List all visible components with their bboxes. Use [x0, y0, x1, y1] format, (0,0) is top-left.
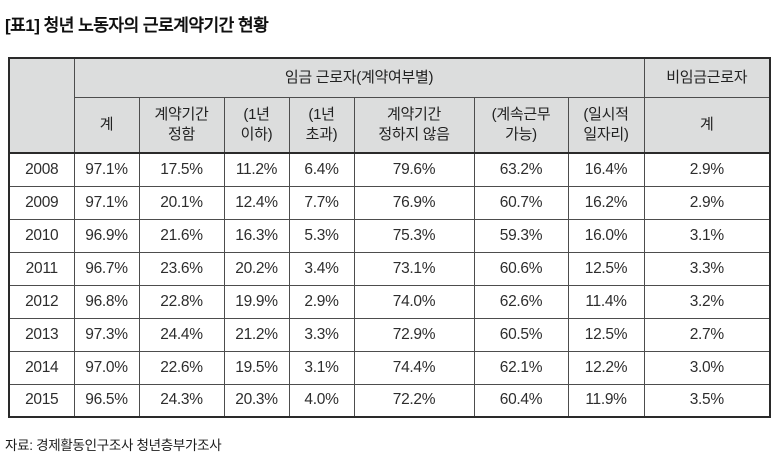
value-cell: 72.9% [353, 317, 475, 352]
table-row-2011: 2011 96.7% 23.6% 20.2% 3.4% 73.1% 60.6% … [8, 251, 771, 286]
value-cell: 20.2% [223, 251, 290, 286]
table-row-2009: 2009 97.1% 20.1% 12.4% 7.7% 76.9% 60.7% … [8, 185, 771, 220]
contract-period-table: 임금 근로자(계약여부별) 비임금근로자 계 계약기간 정함 (1년 이하) (… [8, 57, 772, 418]
corner-header-cell [8, 57, 75, 154]
column-header-continuous-work: (계속근무 가능) [473, 96, 569, 154]
value-cell: 96.8% [73, 284, 140, 319]
value-cell: 11.4% [567, 284, 645, 319]
value-cell: 97.1% [73, 185, 140, 220]
year-cell: 2011 [8, 251, 75, 286]
value-cell: 6.4% [288, 152, 355, 187]
value-cell: 74.4% [353, 350, 475, 385]
table-row-2008: 2008 97.1% 17.5% 11.2% 6.4% 79.6% 63.2% … [8, 152, 771, 187]
value-cell: 19.9% [223, 284, 290, 319]
column-header-temporary-job: (일시적 일자리) [567, 96, 645, 154]
value-cell: 75.3% [353, 218, 475, 253]
value-cell: 3.4% [288, 251, 355, 286]
table-row-2012: 2012 96.8% 22.8% 19.9% 2.9% 74.0% 62.6% … [8, 284, 771, 319]
value-cell: 16.2% [567, 185, 645, 220]
value-cell: 22.8% [138, 284, 225, 319]
value-cell: 17.5% [138, 152, 225, 187]
value-cell: 12.5% [567, 317, 645, 352]
value-cell: 16.4% [567, 152, 645, 187]
value-cell: 3.1% [643, 218, 771, 253]
table-row-2010: 2010 96.9% 21.6% 16.3% 5.3% 75.3% 59.3% … [8, 218, 771, 253]
table-row-2015: 2015 96.5% 24.3% 20.3% 4.0% 72.2% 60.4% … [8, 383, 771, 418]
value-cell: 76.9% [353, 185, 475, 220]
value-cell: 62.1% [473, 350, 569, 385]
table-column-header-row: 계 계약기간 정함 (1년 이하) (1년 초과) 계약기간 정하지 않음 (계… [9, 96, 771, 154]
value-cell: 97.0% [73, 350, 140, 385]
value-cell: 60.5% [473, 317, 569, 352]
column-header-total: 계 [73, 96, 140, 154]
value-cell: 20.1% [138, 185, 225, 220]
value-cell: 2.9% [643, 152, 771, 187]
value-cell: 5.3% [288, 218, 355, 253]
column-header-under-1yr: (1년 이하) [223, 96, 290, 154]
column-header-fixed-term: 계약기간 정함 [138, 96, 225, 154]
value-cell: 97.3% [73, 317, 140, 352]
year-cell: 2015 [8, 383, 75, 418]
value-cell: 59.3% [473, 218, 569, 253]
year-cell: 2012 [8, 284, 75, 319]
group-header-non-wage-workers: 비임금근로자 [643, 57, 771, 98]
value-cell: 21.6% [138, 218, 225, 253]
group-header-wage-workers: 임금 근로자(계약여부별) [73, 57, 645, 98]
value-cell: 96.7% [73, 251, 140, 286]
year-cell: 2014 [8, 350, 75, 385]
value-cell: 11.9% [567, 383, 645, 418]
value-cell: 3.5% [643, 383, 771, 418]
column-header-over-1yr: (1년 초과) [288, 96, 355, 154]
value-cell: 74.0% [353, 284, 475, 319]
value-cell: 24.4% [138, 317, 225, 352]
value-cell: 60.6% [473, 251, 569, 286]
value-cell: 11.2% [223, 152, 290, 187]
year-cell: 2013 [8, 317, 75, 352]
value-cell: 12.5% [567, 251, 645, 286]
column-header-no-fixed-term: 계약기간 정하지 않음 [353, 96, 475, 154]
value-cell: 97.1% [73, 152, 140, 187]
value-cell: 12.4% [223, 185, 290, 220]
value-cell: 12.2% [567, 350, 645, 385]
value-cell: 7.7% [288, 185, 355, 220]
value-cell: 23.6% [138, 251, 225, 286]
value-cell: 3.3% [643, 251, 771, 286]
year-cell: 2010 [8, 218, 75, 253]
value-cell: 16.3% [223, 218, 290, 253]
value-cell: 2.7% [643, 317, 771, 352]
value-cell: 3.1% [288, 350, 355, 385]
year-cell: 2009 [8, 185, 75, 220]
value-cell: 2.9% [288, 284, 355, 319]
table-row-2013: 2013 97.3% 24.4% 21.2% 3.3% 72.9% 60.5% … [8, 317, 771, 352]
value-cell: 21.2% [223, 317, 290, 352]
value-cell: 24.3% [138, 383, 225, 418]
source-note: 자료: 경제활동인구조사 청년층부가조사 [5, 438, 222, 453]
column-header-non-wage-total: 계 [643, 96, 771, 154]
value-cell: 3.0% [643, 350, 771, 385]
table-group-header-row: 임금 근로자(계약여부별) 비임금근로자 [8, 57, 771, 154]
year-cell: 2008 [8, 152, 75, 187]
value-cell: 60.4% [473, 383, 569, 418]
value-cell: 3.2% [643, 284, 771, 319]
value-cell: 79.6% [353, 152, 475, 187]
value-cell: 96.5% [73, 383, 140, 418]
value-cell: 19.5% [223, 350, 290, 385]
page-title: [표1] 청년 노동자의 근로계약기간 현황 [5, 16, 269, 35]
value-cell: 2.9% [643, 185, 771, 220]
table-row-2014: 2014 97.0% 22.6% 19.5% 3.1% 74.4% 62.1% … [8, 350, 771, 385]
value-cell: 60.7% [473, 185, 569, 220]
value-cell: 72.2% [353, 383, 475, 418]
value-cell: 63.2% [473, 152, 569, 187]
value-cell: 73.1% [353, 251, 475, 286]
value-cell: 3.3% [288, 317, 355, 352]
value-cell: 96.9% [73, 218, 140, 253]
value-cell: 22.6% [138, 350, 225, 385]
value-cell: 16.0% [567, 218, 645, 253]
value-cell: 62.6% [473, 284, 569, 319]
value-cell: 20.3% [223, 383, 290, 418]
value-cell: 4.0% [288, 383, 355, 418]
